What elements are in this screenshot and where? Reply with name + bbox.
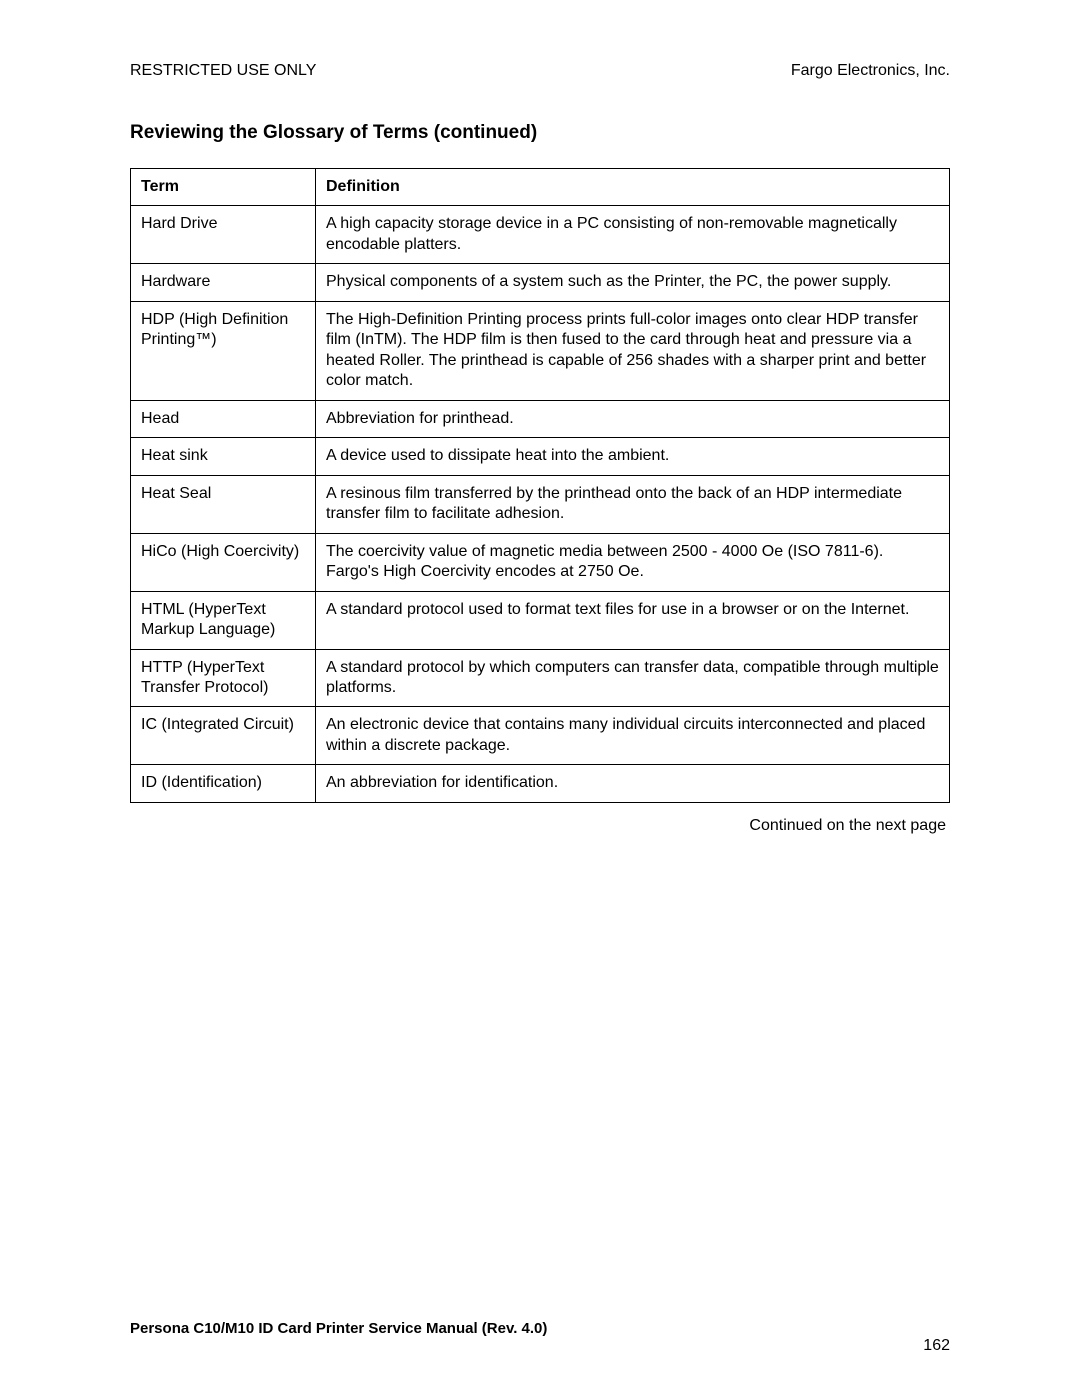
- definition-cell: A device used to dissipate heat into the…: [316, 438, 950, 475]
- term-cell: Head: [131, 400, 316, 437]
- definition-cell: The coercivity value of magnetic media b…: [316, 533, 950, 591]
- term-cell: Hardware: [131, 264, 316, 301]
- term-cell: Heat Seal: [131, 475, 316, 533]
- term-cell: Heat sink: [131, 438, 316, 475]
- column-header-term: Term: [131, 169, 316, 206]
- definition-cell: A standard protocol by which computers c…: [316, 649, 950, 707]
- header-right: Fargo Electronics, Inc.: [791, 62, 950, 80]
- table-row: Hard Drive A high capacity storage devic…: [131, 206, 950, 264]
- section-title: Reviewing the Glossary of Terms (continu…: [130, 122, 950, 144]
- table-row: HiCo (High Coercivity) The coercivity va…: [131, 533, 950, 591]
- definition-cell: A standard protocol used to format text …: [316, 591, 950, 649]
- table-row: Head Abbreviation for printhead.: [131, 400, 950, 437]
- term-cell: HiCo (High Coercivity): [131, 533, 316, 591]
- table-row: Heat sink A device used to dissipate hea…: [131, 438, 950, 475]
- document-page: RESTRICTED USE ONLY Fargo Electronics, I…: [0, 0, 1080, 835]
- definition-cell: The High-Definition Printing process pri…: [316, 301, 950, 400]
- footer-title: Persona C10/M10 ID Card Printer Service …: [130, 1320, 547, 1337]
- page-header: RESTRICTED USE ONLY Fargo Electronics, I…: [130, 62, 950, 80]
- definition-cell: A resinous film transferred by the print…: [316, 475, 950, 533]
- definition-cell: Abbreviation for printhead.: [316, 400, 950, 437]
- table-row: Heat Seal A resinous film transferred by…: [131, 475, 950, 533]
- term-cell: IC (Integrated Circuit): [131, 707, 316, 765]
- table-row: ID (Identification) An abbreviation for …: [131, 765, 950, 802]
- term-cell: HTML (HyperText Markup Language): [131, 591, 316, 649]
- header-left: RESTRICTED USE ONLY: [130, 62, 316, 80]
- term-cell: HTTP (HyperText Transfer Protocol): [131, 649, 316, 707]
- table-row: IC (Integrated Circuit) An electronic de…: [131, 707, 950, 765]
- table-row: HTTP (HyperText Transfer Protocol) A sta…: [131, 649, 950, 707]
- table-row: HDP (High Definition Printing™) The High…: [131, 301, 950, 400]
- definition-cell: Physical components of a system such as …: [316, 264, 950, 301]
- table-header-row: Term Definition: [131, 169, 950, 206]
- definition-cell: A high capacity storage device in a PC c…: [316, 206, 950, 264]
- table-row: HTML (HyperText Markup Language) A stand…: [131, 591, 950, 649]
- term-cell: ID (Identification): [131, 765, 316, 802]
- continued-note: Continued on the next page: [130, 817, 950, 835]
- page-footer: Persona C10/M10 ID Card Printer Service …: [130, 1320, 950, 1337]
- glossary-table: Term Definition Hard Drive A high capaci…: [130, 168, 950, 803]
- column-header-definition: Definition: [316, 169, 950, 206]
- definition-cell: An abbreviation for identification.: [316, 765, 950, 802]
- term-cell: HDP (High Definition Printing™): [131, 301, 316, 400]
- page-number: 162: [923, 1337, 950, 1355]
- definition-cell: An electronic device that contains many …: [316, 707, 950, 765]
- table-row: Hardware Physical components of a system…: [131, 264, 950, 301]
- term-cell: Hard Drive: [131, 206, 316, 264]
